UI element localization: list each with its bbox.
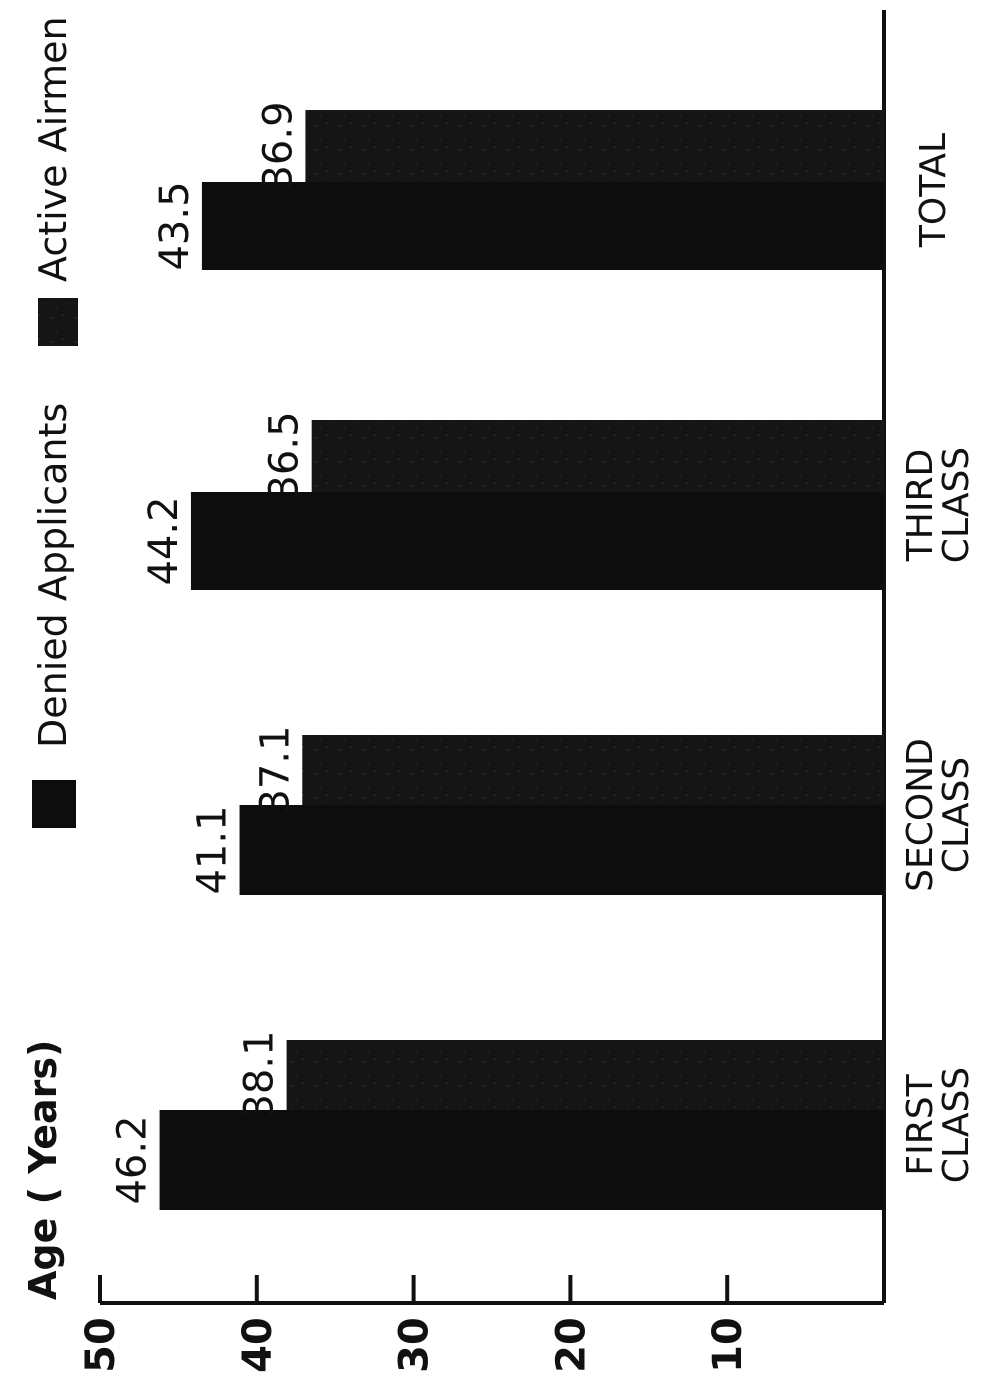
legend-swatch-active (38, 298, 78, 346)
data-label-denied: 46.2 (110, 1115, 156, 1204)
data-label-active: 37.1 (252, 725, 298, 814)
data-label-active: 36.5 (262, 411, 308, 500)
data-label-denied: 44.2 (141, 496, 187, 585)
y-tick-label: 50 (78, 1317, 124, 1373)
legend-swatch-denied (32, 780, 76, 828)
y-tick-label: 40 (235, 1317, 281, 1373)
data-label-active: 36.9 (255, 101, 301, 190)
category-label: TOTAL (913, 133, 954, 248)
data-label-active: 38.1 (237, 1030, 283, 1119)
data-label-denied: 43.5 (152, 181, 198, 270)
y-tick-label: 20 (548, 1317, 594, 1373)
y-tick-label: 10 (705, 1317, 751, 1373)
y-axis-label: Age ( Years) (21, 1040, 65, 1300)
bar-denied-applicants (239, 805, 884, 895)
data-label-denied: 41.1 (190, 805, 236, 894)
category-label-line1: THIRD (900, 449, 941, 562)
bar-denied-applicants (159, 1110, 885, 1210)
legend-label-denied: Denied Applicants (31, 403, 75, 748)
legend-label-active: Active Airmen (31, 16, 75, 282)
category-label-line2: CLASS (936, 757, 977, 873)
category-label-line2: CLASS (936, 447, 977, 563)
bar-denied-applicants (190, 492, 885, 590)
category-label-line2: CLASS (936, 1067, 977, 1183)
y-tick-label: 30 (392, 1317, 438, 1373)
bar-denied-applicants (201, 182, 885, 270)
category-label-line1: SECOND (900, 738, 941, 892)
category-label-line1: FIRST (900, 1073, 941, 1175)
